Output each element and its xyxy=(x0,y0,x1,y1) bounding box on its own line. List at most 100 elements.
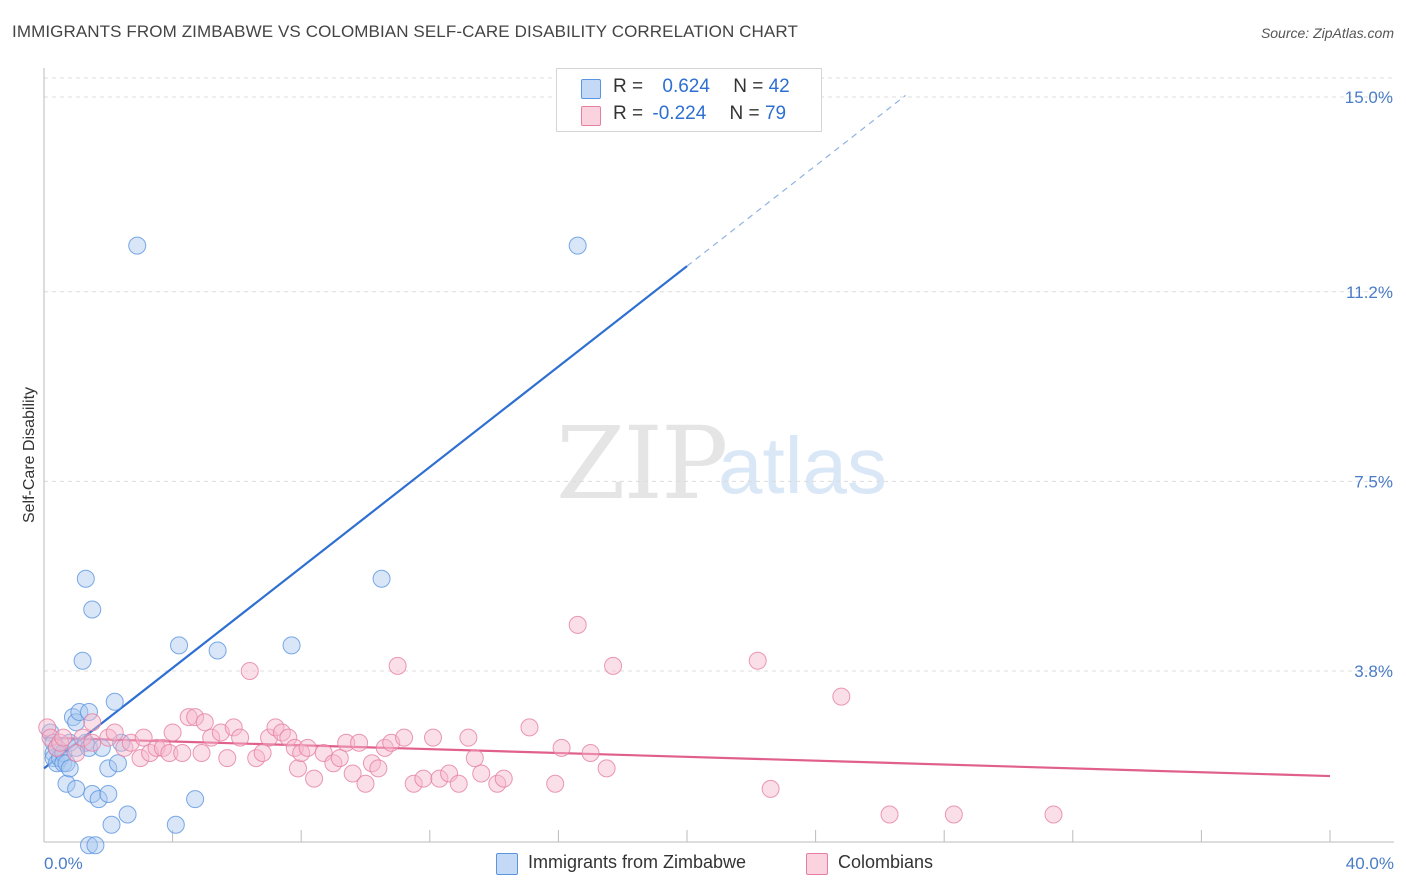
watermark-atlas: atlas xyxy=(718,421,887,510)
point-zimbabwe xyxy=(166,815,185,834)
trend-line-colombians xyxy=(43,736,1331,778)
point-zimbabwe xyxy=(372,569,391,588)
bottom-legend-label-colombians: Colombians xyxy=(838,852,934,872)
point-colombians xyxy=(604,656,623,675)
point-zimbabwe xyxy=(99,785,118,803)
point-colombians xyxy=(388,656,407,675)
point-colombians xyxy=(47,738,66,757)
point-colombians xyxy=(38,718,57,737)
point-colombians xyxy=(944,805,963,824)
point-zimbabwe xyxy=(568,236,587,255)
point-colombians xyxy=(581,744,600,762)
trend-line-zimbabwe-extension xyxy=(686,94,906,267)
point-zimbabwe xyxy=(70,703,89,721)
point-colombians xyxy=(83,733,102,752)
point-colombians xyxy=(520,718,539,737)
point-colombians xyxy=(337,733,356,752)
point-colombians xyxy=(67,744,86,762)
point-colombians xyxy=(298,738,317,757)
point-zimbabwe xyxy=(92,738,111,757)
point-colombians xyxy=(1044,805,1063,824)
point-colombians xyxy=(160,744,179,762)
point-colombians xyxy=(459,728,478,747)
legend-r-label: R = xyxy=(613,76,644,97)
bottom-legend-swatch-colombians xyxy=(806,853,828,875)
point-colombians xyxy=(288,759,307,778)
legend-n-label: N = xyxy=(733,76,764,97)
point-colombians xyxy=(173,744,192,762)
point-zimbabwe xyxy=(118,805,137,824)
point-zimbabwe xyxy=(282,636,301,655)
point-colombians xyxy=(880,805,899,824)
point-colombians xyxy=(218,749,237,768)
point-colombians xyxy=(369,759,388,778)
point-colombians xyxy=(356,774,375,793)
tick-labels: 3.8% 7.5% 11.2% 15.0% 0.0% 40.0% xyxy=(44,88,1394,873)
point-zimbabwe xyxy=(67,779,86,798)
grid-lines xyxy=(44,77,1394,672)
point-colombians xyxy=(41,728,60,747)
data-points xyxy=(38,236,1063,855)
point-zimbabwe xyxy=(89,790,108,809)
point-zimbabwe xyxy=(73,651,92,670)
y-tick-label: 3.8% xyxy=(1354,662,1393,681)
point-colombians xyxy=(224,718,243,737)
point-colombians xyxy=(179,708,198,727)
legend-n-label: N = xyxy=(729,103,760,124)
point-zimbabwe xyxy=(208,641,227,660)
point-colombians xyxy=(131,749,150,768)
point-zimbabwe xyxy=(105,692,124,711)
point-colombians xyxy=(761,779,780,798)
point-colombians xyxy=(350,733,369,752)
point-colombians xyxy=(465,749,484,768)
point-zimbabwe xyxy=(86,836,105,855)
point-colombians xyxy=(568,615,587,634)
point-colombians xyxy=(424,728,443,747)
point-colombians xyxy=(395,728,414,747)
legend-r-label: R = xyxy=(613,103,644,124)
point-zimbabwe xyxy=(170,636,189,655)
watermark-zip: ZIP xyxy=(556,405,728,522)
point-colombians xyxy=(186,708,205,727)
point-colombians xyxy=(73,728,92,747)
x-tick-label: 0.0% xyxy=(44,854,83,873)
legend-swatch-colombians xyxy=(581,106,601,126)
point-colombians xyxy=(449,774,468,793)
legend-r-value: 0.624 xyxy=(662,76,710,97)
legend-n-value: 79 xyxy=(764,103,787,124)
point-colombians xyxy=(195,713,214,732)
point-colombians xyxy=(51,733,70,752)
point-zimbabwe xyxy=(102,815,121,834)
point-colombians xyxy=(343,764,362,783)
point-colombians xyxy=(414,769,433,788)
point-colombians xyxy=(330,749,349,768)
y-tick-label: 11.2% xyxy=(1346,283,1393,302)
point-colombians xyxy=(430,769,449,788)
trend-line-zimbabwe xyxy=(43,265,688,770)
point-colombians xyxy=(404,774,423,793)
point-colombians xyxy=(597,759,616,778)
trend-lines xyxy=(43,94,1331,778)
point-colombians xyxy=(105,723,124,742)
point-zimbabwe xyxy=(80,703,99,721)
point-zimbabwe xyxy=(60,759,79,778)
point-colombians xyxy=(494,769,513,788)
point-colombians xyxy=(231,728,250,747)
point-colombians xyxy=(279,728,298,747)
point-colombians xyxy=(240,662,259,680)
point-colombians xyxy=(305,769,324,788)
point-colombians xyxy=(163,723,182,742)
point-zimbabwe xyxy=(128,236,147,255)
point-zimbabwe xyxy=(76,569,95,588)
point-zimbabwe xyxy=(57,774,76,793)
legend-n-value: 42 xyxy=(768,76,790,97)
point-colombians xyxy=(472,764,491,783)
point-zimbabwe xyxy=(108,754,127,773)
chart-title: IMMIGRANTS FROM ZIMBABWE VS COLOMBIAN SE… xyxy=(12,22,798,41)
bottom-legend-label-zimbabwe: Immigrants from Zimbabwe xyxy=(528,852,747,872)
y-tick-label: 15.0% xyxy=(1345,88,1393,107)
point-colombians xyxy=(83,713,102,732)
y-tick-label: 7.5% xyxy=(1354,472,1393,491)
point-colombians xyxy=(54,728,73,747)
